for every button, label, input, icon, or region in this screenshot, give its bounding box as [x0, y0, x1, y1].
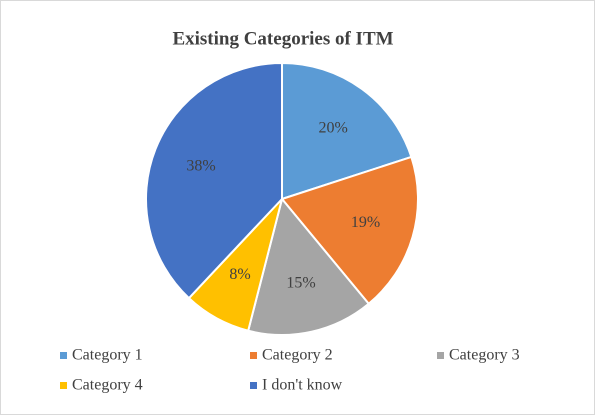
legend-swatch	[250, 382, 257, 389]
pie-slice	[281, 61, 413, 201]
data-label: 8%	[229, 266, 250, 283]
pie-slice	[280, 155, 419, 306]
legend-label: Category 2	[262, 347, 333, 364]
legend-swatch	[250, 352, 257, 359]
legend-label: Category 1	[72, 347, 143, 364]
pie-slice	[145, 61, 283, 300]
data-label: 38%	[186, 158, 215, 175]
legend-label: I don't know	[262, 377, 343, 394]
legend-swatch	[60, 352, 67, 359]
legend-swatch	[437, 352, 444, 359]
chart-title: Existing Categories of ITM	[172, 28, 393, 49]
data-label: 15%	[286, 275, 315, 292]
legend-label: Category 4	[72, 377, 143, 394]
pie-slice	[246, 196, 371, 336]
legend-label: Category 3	[449, 347, 520, 364]
data-label: 19%	[351, 214, 380, 231]
legend-swatch	[60, 382, 67, 389]
data-label: 20%	[318, 119, 347, 136]
